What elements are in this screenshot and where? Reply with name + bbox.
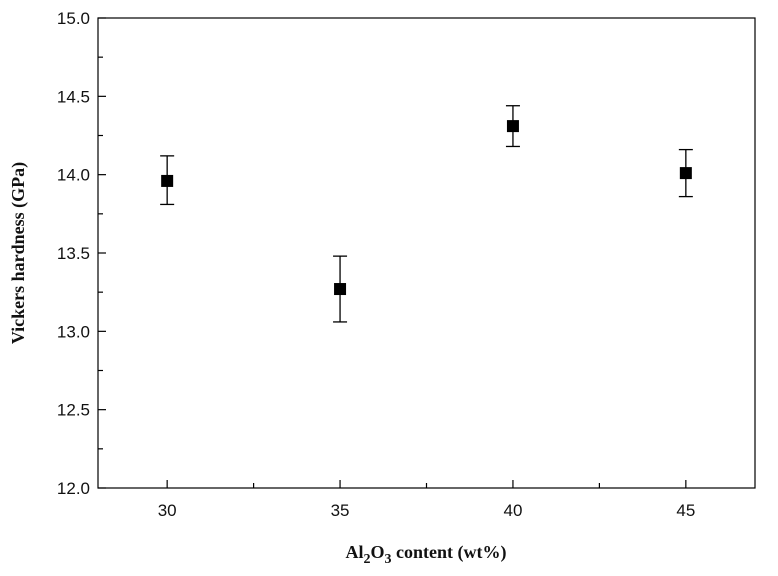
data-point	[334, 283, 347, 296]
x-axis-title-prefix: Al	[346, 542, 364, 562]
y-tick-label: 14.5	[57, 87, 90, 106]
data-point-group	[678, 148, 693, 198]
plot-frame	[97, 17, 756, 489]
x-axis-title: Al2O3 content (wt%)	[346, 542, 507, 567]
x-tick-label: 40	[503, 501, 522, 520]
data-point-group	[333, 255, 348, 323]
y-tick-label: 12.0	[57, 479, 90, 498]
x-axis-title-sub2: 3	[385, 552, 392, 567]
x-axis-title-sub1: 2	[364, 552, 371, 567]
x-tick-label: 30	[158, 501, 177, 520]
y-tick-label: 15.0	[57, 9, 90, 28]
data-points	[160, 105, 693, 323]
x-axis-title-suffix: content (wt%)	[392, 542, 507, 563]
y-axis-title: Vickers hardness (GPa)	[8, 162, 29, 344]
data-point-group	[505, 105, 520, 148]
y-tick-label: 14.0	[57, 166, 90, 185]
x-axis-title-mid: O	[371, 542, 385, 562]
y-axis: 12.0 12.5 13.0 13.5 14.0 14.5 15.0	[57, 9, 106, 498]
x-tick-label: 45	[676, 501, 695, 520]
data-point	[506, 120, 519, 133]
data-point-group	[160, 155, 175, 206]
x-tick-label: 35	[331, 501, 350, 520]
x-axis: 30 35 40 45	[158, 480, 695, 520]
data-point	[161, 174, 174, 187]
y-tick-label: 12.5	[57, 401, 90, 420]
y-tick-label: 13.5	[57, 244, 90, 263]
data-point	[679, 167, 692, 180]
y-tick-label: 13.0	[57, 322, 90, 341]
